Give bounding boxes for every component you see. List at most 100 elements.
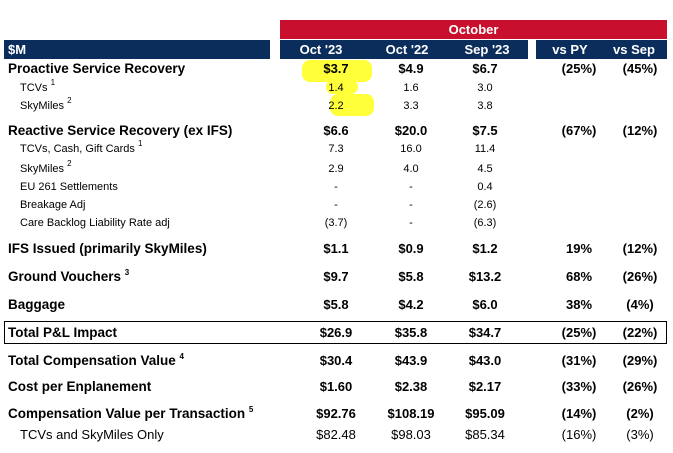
cell-oct23: $3.7 (323, 61, 349, 76)
unit-header: $M (4, 40, 270, 59)
cell-oct22: $108.19 (387, 406, 435, 421)
cell-oct23: $92.76 (316, 406, 356, 421)
cell-sep23: $13.2 (468, 269, 502, 284)
cell-oct22: $43.9 (394, 353, 428, 368)
cell-vs-py: (14%) (561, 406, 597, 421)
table-row: SkyMiles 2 2.2 3.3 3.8 (0, 96, 673, 120)
table-row: Breakage Adj - - (2.6) (0, 199, 673, 219)
cell-oct23: $30.4 (319, 353, 353, 368)
row-label: TCVs 1 (20, 78, 56, 95)
cell-sep23: (6.3) (473, 217, 497, 229)
row-label: Breakage Adj (20, 199, 86, 211)
cell-vs-sep: (45%) (622, 61, 658, 76)
cell-oct23: $6.6 (323, 123, 349, 138)
cell-vs-sep: (12%) (622, 241, 658, 256)
cell-sep23: 3.8 (477, 100, 493, 112)
cell-vs-sep: (4%) (626, 297, 654, 312)
table-row: EU 261 Settlements - - 0.4 (0, 181, 673, 201)
cell-oct22: $4.9 (398, 61, 424, 76)
cell-sep23: $85.34 (465, 427, 505, 442)
table-row: Proactive Service Recovery $3.7 $4.9 $6.… (0, 61, 673, 81)
cell-vs-py: (67%) (561, 123, 597, 138)
row-label: Reactive Service Recovery (ex IFS) (8, 123, 233, 138)
row-label: Proactive Service Recovery (8, 61, 186, 76)
row-label: SkyMiles 2 (20, 96, 72, 113)
cell-vs-sep: (29%) (622, 353, 658, 368)
total-row-box (4, 321, 667, 344)
row-label: Total P&L Impact (8, 325, 118, 340)
cell-vs-py: (25%) (561, 325, 597, 340)
cell-vs-sep: (3%) (626, 427, 654, 442)
row-label: Ground Vouchers 3 (8, 268, 130, 285)
cell-oct22: $20.0 (394, 123, 428, 138)
cell-oct23: $1.1 (323, 241, 349, 256)
cell-oct22: 3.3 (403, 100, 419, 112)
cell-oct23: $82.48 (316, 427, 356, 442)
row-label: TCVs and SkyMiles Only (20, 427, 164, 442)
table-row: Baggage $5.8 $4.2 $6.0 38% (4%) (0, 297, 673, 317)
column-header-group: Oct '23 Oct '22 Sep '23 (280, 40, 528, 59)
cell-sep23: 11.4 (474, 143, 496, 155)
highlight-mark (326, 80, 358, 94)
cell-sep23: $6.7 (472, 61, 498, 76)
col-header-oct23: Oct '23 (299, 42, 343, 57)
total-row: Total P&L Impact $26.9 $35.8 $34.7 (25%)… (0, 325, 673, 345)
cell-oct22: 1.6 (403, 82, 419, 94)
table-row: Care Backlog Liability Rate adj (3.7) - … (0, 217, 673, 237)
table-row: TCVs, Cash, Gift Cards 1 7.3 16.0 11.4 (0, 139, 673, 163)
cell-vs-sep: (26%) (622, 379, 658, 394)
cell-vs-sep: (22%) (622, 325, 658, 340)
cell-vs-sep: (2%) (626, 406, 654, 421)
cell-sep23: $7.5 (472, 123, 498, 138)
table-row: Reactive Service Recovery (ex IFS) $6.6 … (0, 123, 673, 143)
cell-oct23: 2.9 (328, 163, 344, 175)
cell-vs-py: (16%) (561, 427, 597, 442)
cell-vs-py: (31%) (561, 353, 597, 368)
cell-vs-py: (25%) (561, 61, 597, 76)
row-label: Baggage (8, 297, 66, 312)
row-label: EU 261 Settlements (20, 181, 118, 193)
cell-oct23: 7.3 (328, 143, 344, 155)
cell-oct22: - (409, 199, 413, 211)
cell-sep23: $95.09 (465, 406, 505, 421)
highlight-mark (330, 94, 374, 116)
table-row: SkyMiles 2 2.9 4.0 4.5 (0, 160, 673, 183)
row-label: Total Compensation Value 4 (8, 352, 184, 369)
row-label: IFS Issued (primarily SkyMiles) (8, 241, 207, 256)
row-label: Care Backlog Liability Rate adj (20, 217, 170, 229)
cell-vs-py: 38% (565, 297, 593, 312)
cell-sep23: 4.5 (477, 163, 493, 175)
cell-oct23: 1.4 (328, 82, 344, 94)
cell-oct23: $1.60 (319, 379, 353, 394)
cell-oct22: $35.8 (394, 325, 428, 340)
col-header-vs-py: vs PY (552, 42, 588, 57)
cell-sep23: 0.4 (477, 181, 493, 193)
cell-sep23: (2.6) (473, 199, 497, 211)
table-row: TCVs and SkyMiles Only $82.48 $98.03 $85… (0, 427, 673, 447)
cell-oct23: $5.8 (323, 297, 349, 312)
col-header-oct22: Oct '22 (385, 42, 429, 57)
cell-vs-py: (33%) (561, 379, 597, 394)
cell-vs-sep: (26%) (622, 269, 658, 284)
cell-vs-sep: (12%) (622, 123, 658, 138)
variance-header-group: vs PY vs Sep (536, 40, 667, 59)
cell-sep23: $34.7 (468, 325, 502, 340)
cell-oct23: 2.2 (328, 100, 344, 112)
col-header-vs-sep: vs Sep (613, 42, 655, 57)
table-row: IFS Issued (primarily SkyMiles) $1.1 $0.… (0, 241, 673, 261)
cell-vs-py: 68% (565, 269, 593, 284)
cell-sep23: $2.17 (468, 379, 502, 394)
row-label: TCVs, Cash, Gift Cards 1 (20, 139, 143, 156)
period-header: October (280, 20, 667, 39)
cell-oct23: $9.7 (323, 269, 349, 284)
cell-sep23: $1.2 (472, 241, 498, 256)
table-row: Total Compensation Value 4 $30.4 $43.9 $… (0, 353, 673, 373)
cell-oct23: (3.7) (324, 217, 348, 229)
cell-sep23: $6.0 (472, 297, 498, 312)
row-label: Cost per Enplanement (8, 379, 152, 394)
cell-oct23: - (334, 181, 338, 193)
cell-oct23: $26.9 (319, 325, 353, 340)
cell-oct22: 16.0 (400, 143, 422, 155)
cell-oct22: $98.03 (391, 427, 431, 442)
row-label: Compensation Value per Transaction 5 (8, 405, 254, 422)
